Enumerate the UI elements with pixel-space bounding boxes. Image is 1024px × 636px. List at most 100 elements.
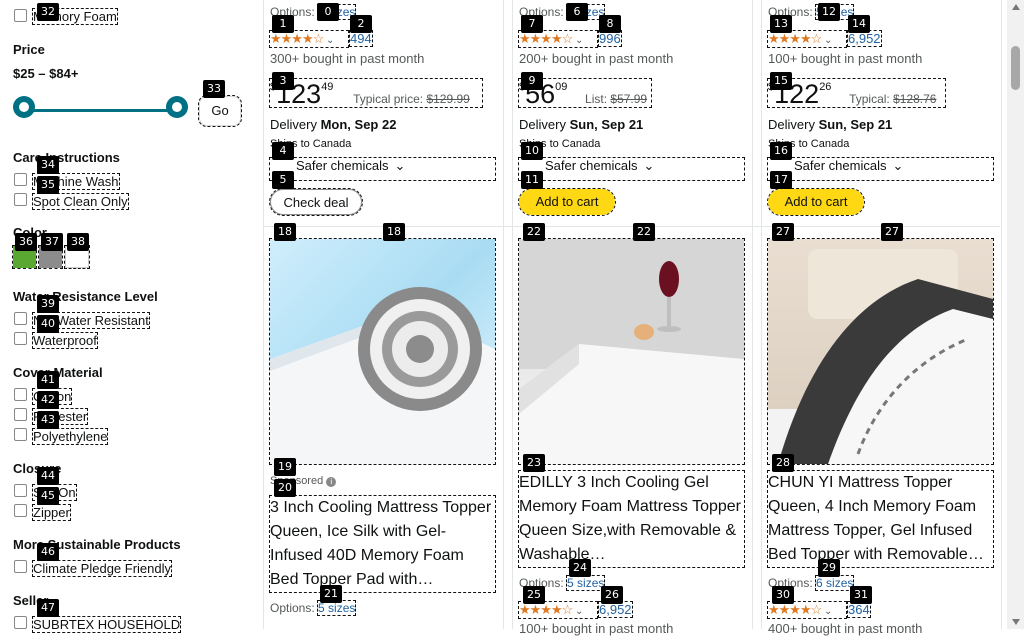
- tag-7: 7: [521, 15, 543, 33]
- zipper-label[interactable]: Zipper: [32, 504, 71, 521]
- tag-24: 24: [569, 559, 591, 577]
- price-range-text: $25 – $84+: [13, 66, 79, 81]
- tag-39: 39: [37, 295, 59, 313]
- delivery-text: Delivery Sun, Sep 21: [768, 117, 893, 132]
- care-title: Care Instructions: [13, 150, 120, 165]
- star-rating-icon: ★★★★☆: [519, 31, 573, 46]
- price-block[interactable]: $12349 Typical price: $129.99: [269, 78, 483, 109]
- safer-chemicals-badge[interactable]: Safer chemicals ⌄: [269, 157, 496, 181]
- slip-on-checkbox[interactable]: [14, 484, 27, 497]
- chevron-down-icon: ⌄: [821, 606, 833, 617]
- subrtex-checkbox[interactable]: [14, 616, 27, 629]
- climate-pledge-checkbox[interactable]: [14, 560, 27, 573]
- check-deal-button[interactable]: Check deal: [269, 188, 363, 216]
- scrollbar-thumb[interactable]: [1011, 46, 1020, 90]
- star-rating-icon: ★★★★☆: [519, 602, 573, 617]
- tag-18b: 18: [383, 223, 405, 241]
- rating-stars[interactable]: ★★★★☆ ⌄: [269, 30, 349, 48]
- mattress-layers-icon: [768, 249, 993, 464]
- chevron-down-icon: ⌄: [323, 35, 335, 46]
- price-slider-min-handle[interactable]: [13, 96, 35, 118]
- tag-44: 44: [37, 467, 59, 485]
- product-title-link[interactable]: CHUN YI Mattress Topper Queen, 4 Inch Me…: [767, 470, 994, 568]
- review-count-link[interactable]: 6,952: [598, 601, 633, 618]
- waterproof-label[interactable]: Waterproof: [32, 332, 98, 349]
- polyester-checkbox[interactable]: [14, 408, 27, 421]
- tag-21: 21: [320, 585, 342, 603]
- color-swatch-green[interactable]: [12, 245, 37, 269]
- tag-20: 20: [274, 479, 296, 497]
- price-block[interactable]: $12226 Typical: $128.76: [767, 78, 946, 109]
- tag-0: 0: [317, 3, 339, 21]
- rating-stars[interactable]: ★★★★☆ ⌄: [518, 30, 598, 48]
- spot-clean-label[interactable]: Spot Clean Only: [32, 193, 129, 210]
- tag-28: 28: [772, 454, 794, 472]
- spot-clean-checkbox[interactable]: [14, 193, 27, 206]
- star-rating-icon: ★★★★☆: [768, 602, 822, 617]
- product-title-link[interactable]: 3 Inch Cooling Mattress Topper Queen, Ic…: [269, 495, 496, 593]
- info-icon: i: [326, 477, 337, 487]
- product-column-2: [512, 0, 753, 629]
- chevron-down-icon: ⌄: [394, 158, 406, 173]
- review-count-link[interactable]: 364: [847, 601, 871, 618]
- safer-chemicals-badge[interactable]: Safer chemicals ⌄: [767, 157, 994, 181]
- add-to-cart-button[interactable]: Add to cart: [767, 188, 865, 216]
- tag-6: 6: [566, 3, 588, 21]
- tag-12: 12: [818, 3, 840, 21]
- rating-stars[interactable]: ★★★★☆ ⌄: [518, 601, 598, 619]
- price-title: Price: [13, 42, 45, 57]
- not-water-resistant-checkbox[interactable]: [14, 312, 27, 325]
- climate-pledge-label[interactable]: Climate Pledge Friendly: [31, 560, 173, 577]
- tag-11: 11: [521, 171, 543, 189]
- cotton-checkbox[interactable]: [14, 388, 27, 401]
- sizes-link[interactable]: 5 sizes: [566, 575, 606, 591]
- tag-4: 4: [272, 142, 294, 160]
- safer-chemicals-badge[interactable]: Safer chemicals ⌄: [518, 157, 745, 181]
- sizes-link[interactable]: 6 sizes: [815, 575, 855, 591]
- mattress-topper-icon: [519, 239, 744, 464]
- tag-32: 32: [37, 3, 59, 21]
- polyethylene-label[interactable]: Polyethylene: [31, 428, 109, 445]
- product-image[interactable]: [269, 238, 496, 465]
- not-water-resistant-label[interactable]: Not Water Resistant: [32, 312, 150, 329]
- price-slider-max-handle[interactable]: [166, 96, 188, 118]
- product-image[interactable]: [767, 238, 994, 465]
- subrtex-label[interactable]: SUBRTEX HOUSEHOLD: [31, 616, 182, 633]
- product-title-link[interactable]: EDILLY 3 Inch Cooling Gel Memory Foam Ma…: [518, 470, 745, 568]
- tag-45: 45: [37, 487, 59, 505]
- review-count-link[interactable]: 996: [598, 30, 622, 47]
- tag-10: 10: [521, 142, 543, 160]
- vertical-scrollbar[interactable]: [1007, 0, 1024, 629]
- polyethylene-checkbox[interactable]: [14, 428, 27, 441]
- tag-43: 43: [37, 411, 59, 429]
- scroll-up-arrow-icon[interactable]: [1012, 4, 1020, 10]
- tag-18: 18: [274, 223, 296, 241]
- color-swatch-gray[interactable]: [38, 245, 63, 269]
- chevron-down-icon: ⌄: [892, 158, 904, 173]
- price-go-button[interactable]: Go: [198, 95, 242, 127]
- tag-33: 33: [203, 80, 225, 98]
- chevron-down-icon: ⌄: [821, 35, 833, 46]
- price-fraction: 09: [555, 81, 568, 93]
- review-count-link[interactable]: 494: [349, 30, 373, 47]
- review-count-link[interactable]: 6,952: [847, 30, 882, 47]
- tag-37: 37: [41, 233, 63, 251]
- machine-wash-checkbox[interactable]: [14, 173, 27, 186]
- tag-13: 13: [770, 15, 792, 33]
- zipper-checkbox[interactable]: [14, 504, 27, 517]
- price-slider-track[interactable]: [26, 109, 178, 112]
- tag-27: 27: [772, 223, 794, 241]
- add-to-cart-button[interactable]: Add to cart: [518, 188, 616, 216]
- product-image[interactable]: [518, 238, 745, 465]
- rating-stars[interactable]: ★★★★☆ ⌄: [767, 30, 847, 48]
- chevron-down-icon: ⌄: [572, 606, 584, 617]
- sizes-link[interactable]: 5 sizes: [317, 600, 357, 616]
- waterproof-checkbox[interactable]: [14, 332, 27, 345]
- scroll-down-arrow-icon[interactable]: [1012, 619, 1020, 625]
- chevron-down-icon: ⌄: [572, 35, 584, 46]
- rating-stars[interactable]: ★★★★☆ ⌄: [767, 601, 847, 619]
- memory-foam-checkbox[interactable]: [14, 9, 27, 22]
- tag-38: 38: [67, 233, 89, 251]
- price-fraction: 49: [321, 81, 334, 93]
- tag-23: 23: [523, 454, 545, 472]
